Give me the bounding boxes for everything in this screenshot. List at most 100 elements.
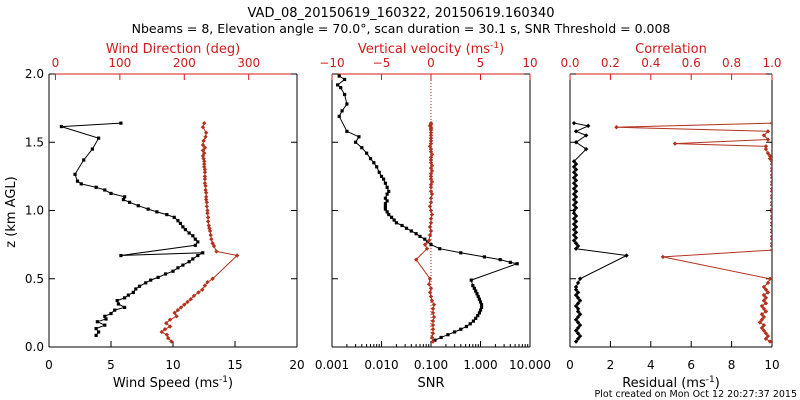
data-point: [116, 302, 121, 306]
data-point: [769, 172, 772, 178]
data-point: [765, 129, 771, 134]
data-point: [144, 281, 148, 285]
data-point: [573, 213, 579, 219]
data-point: [196, 290, 201, 295]
data-point: [427, 204, 433, 209]
data-point: [383, 196, 388, 200]
bottom-tick-label: 0.001: [315, 358, 349, 372]
data-point: [767, 156, 772, 161]
data-point: [573, 246, 579, 251]
top-tick-label: 0.2: [601, 56, 620, 70]
data-point: [575, 243, 581, 249]
y-tick-label: 0.5: [25, 272, 44, 286]
data-point: [571, 181, 577, 186]
data-point: [672, 141, 678, 146]
data-point: [426, 282, 432, 287]
data-point: [187, 260, 191, 264]
data-point: [439, 335, 443, 340]
data-point: [430, 318, 436, 324]
top-axis-label: Wind Direction (deg): [106, 42, 240, 57]
data-point: [200, 148, 206, 153]
data-point: [763, 144, 769, 149]
data-point: [571, 175, 577, 180]
data-point: [474, 289, 478, 293]
data-point: [769, 165, 772, 171]
data-point: [418, 234, 422, 239]
data-point: [571, 191, 577, 197]
series-line-wind-speed: [61, 122, 204, 336]
data-point: [172, 215, 176, 219]
bottom-tick-label: 2: [607, 358, 615, 372]
data-point: [468, 322, 472, 326]
bottom-tick-label: 15: [227, 358, 242, 372]
series-line-correlation: [616, 122, 772, 342]
data-point: [424, 246, 430, 251]
data-point: [573, 172, 579, 178]
data-point: [577, 298, 583, 303]
data-point: [200, 142, 206, 148]
data-point: [769, 227, 772, 232]
data-point: [453, 330, 457, 334]
data-point: [769, 220, 772, 225]
data-point: [191, 293, 197, 299]
data-point: [202, 176, 208, 182]
y-tick-label: 0.0: [25, 340, 44, 354]
data-point: [761, 284, 767, 290]
data-point: [660, 254, 666, 260]
data-point: [428, 216, 434, 221]
data-point: [575, 309, 581, 314]
data-point: [203, 130, 209, 135]
series-line-wind-direction: [160, 122, 239, 342]
data-point: [430, 310, 436, 316]
data-point: [769, 179, 772, 185]
data-point: [573, 189, 579, 194]
data-point: [430, 339, 436, 344]
data-point: [193, 237, 197, 241]
data-point: [573, 287, 579, 292]
bottom-tick-label: 0: [45, 358, 53, 372]
panel-corr: 0 2 4 6 8 10 0.0 0.2 0.4 0.6 0.8 1.0 Residual (ms-1)…: [560, 42, 781, 391]
data-point: [383, 204, 388, 209]
top-axis-label: Correlation: [635, 42, 707, 57]
data-point: [763, 331, 769, 336]
data-point: [573, 183, 579, 189]
data-point: [575, 290, 581, 295]
data-point: [427, 276, 433, 281]
data-point: [200, 287, 205, 292]
data-point: [73, 172, 77, 176]
data-point: [573, 205, 579, 210]
data-point: [387, 189, 391, 193]
data-point: [573, 178, 579, 183]
top-tick-label: 0.6: [682, 56, 701, 70]
data-point: [409, 229, 413, 233]
data-point: [472, 286, 476, 290]
data-point: [571, 238, 577, 243]
data-point: [169, 339, 174, 344]
data-point: [174, 314, 179, 319]
data-point: [761, 314, 767, 320]
data-point: [575, 314, 581, 320]
data-point: [763, 146, 769, 152]
data-point: [769, 213, 772, 219]
top-tick-label: 100: [108, 56, 131, 70]
data-point: [337, 74, 341, 78]
data-point: [178, 305, 184, 310]
data-point: [428, 220, 434, 225]
data-point: [573, 161, 579, 167]
series-line-snr: [336, 75, 519, 341]
data-point: [769, 241, 772, 246]
data-point: [167, 324, 173, 329]
data-point: [210, 276, 215, 281]
bottom-tick-label: 10: [764, 358, 779, 372]
data-point: [131, 290, 135, 294]
data-point: [428, 174, 434, 179]
data-point: [571, 120, 577, 126]
data-point: [479, 303, 484, 307]
data-point: [404, 226, 409, 230]
data-point: [508, 260, 512, 264]
data-point: [769, 193, 772, 198]
data-point: [201, 251, 205, 255]
data-point: [203, 194, 209, 200]
data-point: [573, 194, 579, 200]
